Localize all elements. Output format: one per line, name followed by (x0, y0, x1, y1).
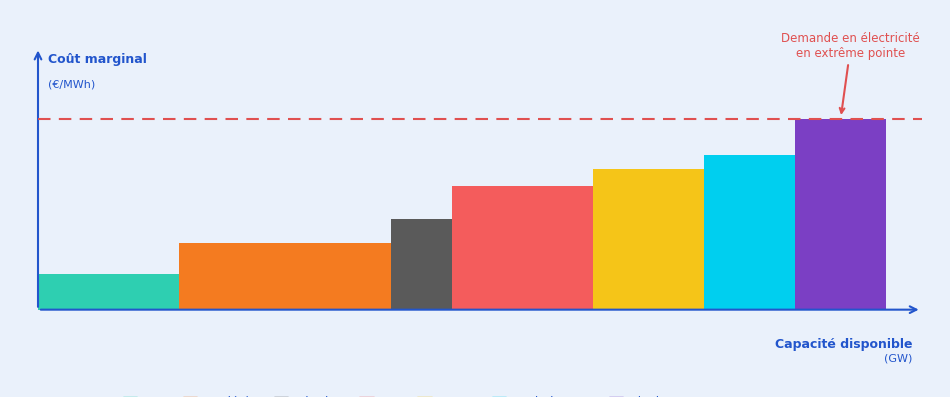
Text: (GW): (GW) (884, 354, 913, 364)
Bar (38, 274, 180, 310)
Text: Coût marginal: Coût marginal (48, 53, 147, 66)
Text: (€/MWh): (€/MWh) (48, 79, 95, 89)
Text: Capacité disponible: Capacité disponible (775, 338, 913, 351)
Bar (594, 169, 704, 310)
Bar (180, 243, 391, 310)
Bar (704, 155, 795, 310)
Bar (452, 186, 594, 310)
Legend: ENR, Nucléaire, Charbon, Gaz, Import, Hydrobarrage, Fioul: ENR, Nucléaire, Charbon, Gaz, Import, Hy… (118, 391, 665, 397)
Text: Demande en électricité
en extrême pointe: Demande en électricité en extrême pointe (782, 31, 921, 113)
Bar (391, 219, 452, 310)
Bar (795, 119, 886, 310)
